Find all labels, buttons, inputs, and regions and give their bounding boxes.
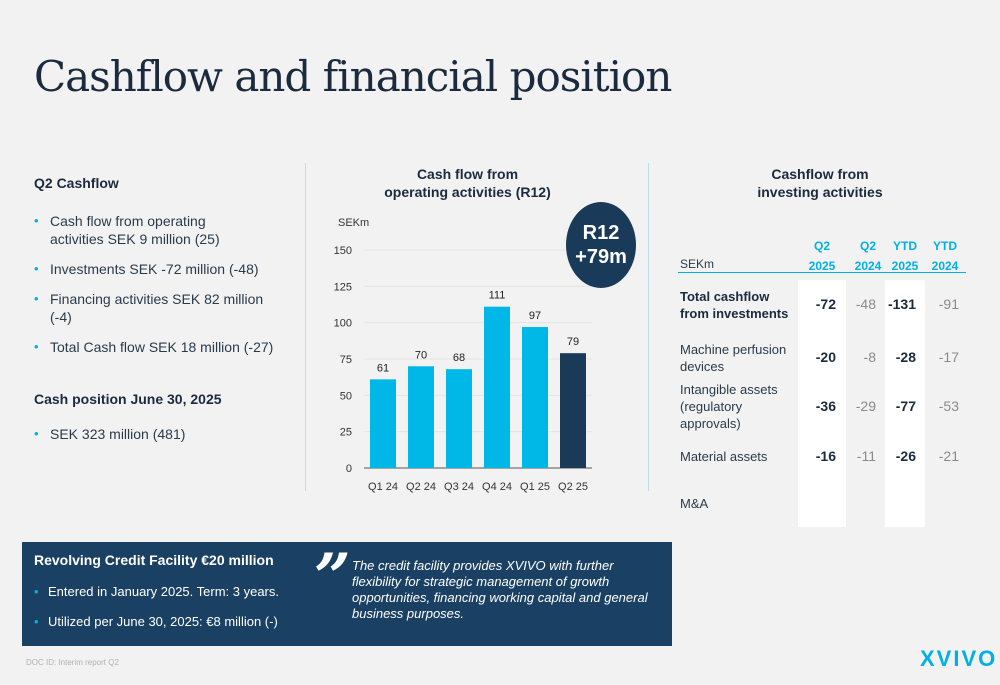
bar-value-label: 70 xyxy=(415,349,427,361)
x-tick-label: Q3 24 xyxy=(444,481,474,493)
bar xyxy=(560,353,586,468)
col-quarter: YTD xyxy=(933,239,957,253)
cell-value: -20 xyxy=(815,349,836,365)
footer-doc-id: DOC ID: Interim report Q2 xyxy=(26,658,119,667)
list-item: Entered in January 2025. Term: 3 years. xyxy=(34,584,279,600)
heading-line: Cash flow from xyxy=(416,166,519,182)
x-tick-label: Q2 25 xyxy=(558,481,588,493)
col-head-1: Q2 2025 xyxy=(802,236,842,276)
heading-line: investing activities xyxy=(757,184,883,200)
bar xyxy=(484,306,510,468)
x-tick-label: Q2 24 xyxy=(406,481,436,493)
quote-icon: ” xyxy=(314,540,351,615)
credit-facility-title: Revolving Credit Facility €20 million xyxy=(34,552,274,568)
operating-cashflow-chart: SEKm 0 25 50 75 100 125 150 61 Q1 24 70 Q2 24 68 Q3… xyxy=(334,217,592,493)
cell-value: -17 xyxy=(938,349,959,365)
cell-value: -91 xyxy=(938,296,959,312)
operating-cashflow-heading: Cash flow from operating activities (R12… xyxy=(360,165,575,201)
col-head-3: YTD 2025 xyxy=(885,236,925,276)
bubble-line: +79m xyxy=(575,246,627,268)
col-year: 2025 xyxy=(808,259,836,273)
x-tick-label: Q4 24 xyxy=(482,481,512,493)
cell-value: -11 xyxy=(856,448,876,464)
column-shade xyxy=(798,280,846,527)
bar xyxy=(446,369,472,468)
cell-value: -21 xyxy=(938,448,959,464)
cash-position-list: SEK 323 million (481) xyxy=(34,425,284,455)
cell-value: -16 xyxy=(815,448,836,464)
page-title: Cashflow and financial position xyxy=(34,52,672,101)
cell-value: -28 xyxy=(895,349,916,365)
q2-cashflow-title: Q2 Cashflow xyxy=(34,175,119,191)
y-tick-label: 150 xyxy=(334,245,352,257)
x-tick-label: Q1 25 xyxy=(520,481,550,493)
y-axis-label: SEKm xyxy=(338,217,369,229)
y-tick-label: 125 xyxy=(334,281,352,293)
bar-value-label: 79 xyxy=(567,336,579,348)
col-quarter: Q2 xyxy=(859,239,876,253)
cell-value: -53 xyxy=(938,398,959,414)
bar-value-label: 61 xyxy=(377,362,389,374)
bubble-line: R12 xyxy=(582,222,620,244)
col-quarter: Q2 xyxy=(813,239,830,253)
divider xyxy=(648,163,649,491)
y-tick-label: 50 xyxy=(340,390,352,402)
col-quarter: YTD xyxy=(893,239,917,253)
xvivo-logo: XVIVO xyxy=(920,646,998,671)
cell-value: -29 xyxy=(855,398,876,414)
cell-value: -48 xyxy=(855,296,876,312)
bar-value-label: 68 xyxy=(453,352,465,364)
list-item: Cash flow from operating activities SEK … xyxy=(34,212,220,248)
y-tick-label: 100 xyxy=(334,318,352,330)
bar xyxy=(522,327,548,468)
col-year: 2025 xyxy=(891,259,919,273)
credit-quote: The credit facility provides XVIVO with … xyxy=(352,558,648,621)
cell-value: -131 xyxy=(887,296,916,312)
credit-facility-box: Revolving Credit Facility €20 million En… xyxy=(22,542,672,646)
cell-value: -8 xyxy=(863,349,876,365)
heading-line: operating activities (R12) xyxy=(384,184,551,200)
heading-line: Cashflow from xyxy=(771,166,869,182)
cell-value: -72 xyxy=(815,296,836,312)
cell-value: -36 xyxy=(815,398,836,414)
cell-value: -26 xyxy=(895,448,916,464)
col-year: 2024 xyxy=(854,259,882,273)
cash-position-title: Cash position June 30, 2025 xyxy=(34,391,222,407)
cell-value: -77 xyxy=(895,398,916,414)
investing-cashflow-heading: Cashflow from investing activities xyxy=(700,165,940,201)
list-item: Financing activities SEK 82 million (-4) xyxy=(34,290,284,326)
credit-facility-list: Entered in January 2025. Term: 3 years. … xyxy=(34,584,279,644)
row-label: M&A xyxy=(680,496,709,511)
divider xyxy=(305,163,306,491)
col-head-4: YTD 2024 xyxy=(925,236,965,276)
table-header-rule xyxy=(678,272,966,273)
row-label: Intangible assets (regulatory approvals) xyxy=(680,382,778,431)
q2-cashflow-list: Cash flow from operating activities SEK … xyxy=(34,212,284,368)
row-label: Total cashflow from investments xyxy=(680,289,789,321)
bar-value-label: 111 xyxy=(489,290,506,302)
y-tick-label: 25 xyxy=(340,427,352,439)
bar-value-label: 97 xyxy=(529,310,541,322)
row-label: Machine perfusion devices xyxy=(680,342,787,374)
col-year: 2024 xyxy=(931,259,959,273)
x-tick-label: Q1 24 xyxy=(368,481,398,493)
y-tick-label: 0 xyxy=(346,463,352,475)
y-tick-label: 75 xyxy=(340,354,352,366)
bar xyxy=(370,379,396,468)
list-item: Total Cash flow SEK 18 million (-27) xyxy=(34,338,284,356)
col-head-2: Q2 2024 xyxy=(848,236,888,276)
list-item: Utilized per June 30, 2025: €8 million (… xyxy=(34,614,279,630)
bar xyxy=(408,366,434,468)
table-unit: SEKm xyxy=(680,257,715,271)
row-label: Material assets xyxy=(680,449,768,464)
list-item: Investments SEK -72 million (-48) xyxy=(34,260,284,278)
r12-bubble: R12 +79m xyxy=(566,202,636,288)
column-shade xyxy=(885,280,925,527)
list-item: SEK 323 million (481) xyxy=(34,425,284,443)
